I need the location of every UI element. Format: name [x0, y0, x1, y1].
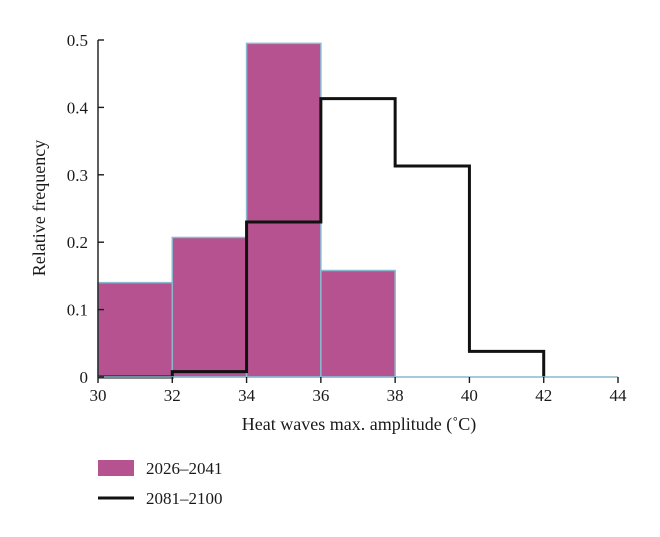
x-tick-label: 38 [387, 386, 404, 405]
x-tick-label: 42 [535, 386, 552, 405]
bar-30-32 [97, 281, 174, 378]
x-tick-label: 36 [312, 386, 329, 405]
x-tick-label: 32 [164, 386, 181, 405]
plot-area [97, 42, 546, 379]
legend-label-2081-2100: 2081–2100 [146, 489, 223, 508]
bar-34-36 [245, 42, 322, 378]
y-tick-label: 0.5 [67, 31, 88, 50]
legend: 2026–2041 2081–2100 [98, 459, 223, 508]
y-tick-label: 0.1 [67, 301, 88, 320]
x-tick-label: 40 [461, 386, 478, 405]
legend-swatch-2026-2041 [98, 460, 134, 476]
x-tick-label: 44 [610, 386, 628, 405]
legend-label-2026-2041: 2026–2041 [146, 459, 223, 478]
axes: 30 32 34 36 38 40 42 44 0 0.1 0.2 0.3 0.4 0.5 [67, 31, 627, 405]
step-line-2081-2100 [98, 97, 546, 379]
x-tick-label: 30 [90, 386, 107, 405]
bar-36-38 [320, 269, 396, 378]
x-tick-label: 34 [238, 386, 256, 405]
bar-32-34 [171, 236, 248, 378]
y-tick-label: 0.2 [67, 233, 88, 252]
y-tick-label: 0.3 [67, 166, 88, 185]
y-tick-label: 0.4 [67, 98, 89, 117]
x-axis-title: Heat waves max. amplitude (˚C) [242, 414, 476, 435]
y-axis-title: Relative frequency [29, 140, 49, 276]
y-tick-label: 0 [80, 368, 89, 387]
